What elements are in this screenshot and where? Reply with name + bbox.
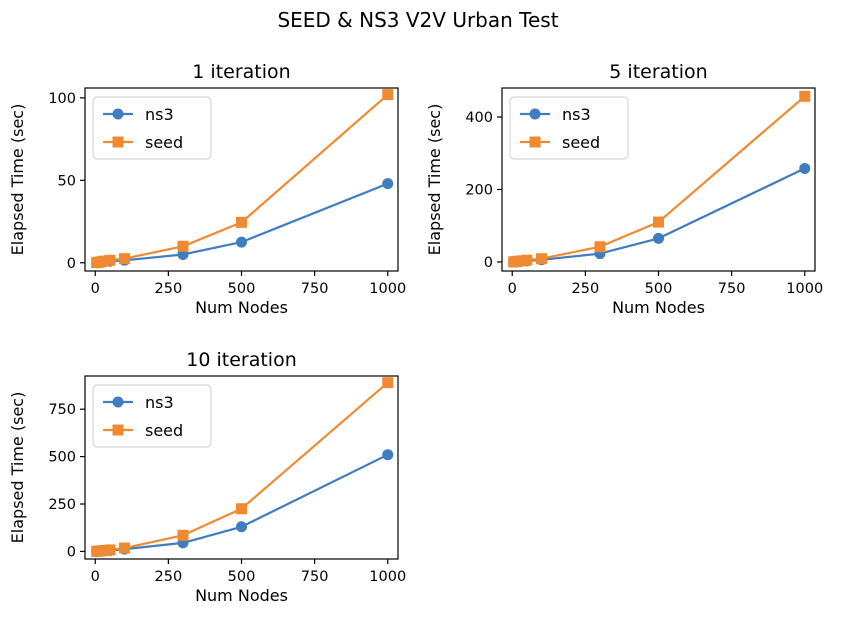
data-point-seed (515, 255, 527, 267)
x-tick-label: 250 (572, 281, 600, 297)
data-point-seed (382, 377, 394, 389)
subplot-3: 10 iteration 0 250 500 750 1000 0 250 500 750 Num … (8, 349, 406, 605)
x-tick-label: 1000 (786, 281, 823, 297)
data-point-seed (118, 253, 130, 265)
series-line-ns3 (96, 453, 389, 553)
y-tick-label: 400 (465, 110, 493, 126)
y-tick-label: 0 (67, 544, 76, 560)
x-tick-label: 0 (508, 281, 517, 297)
legend-label-seed: seed (145, 133, 183, 152)
data-point-ns3 (236, 236, 247, 248)
legend: ns3 seed (92, 96, 212, 160)
data-point-seed (382, 89, 394, 101)
legend-marker-seed (112, 424, 124, 436)
y-axis-label: Elapsed Time (sec) (8, 104, 27, 256)
subplot-title: 5 iteration (609, 61, 707, 83)
y-tick-label: 200 (465, 182, 493, 198)
legend-label-seed: seed (562, 133, 600, 152)
data-point-ns3 (382, 178, 394, 190)
data-point-seed (521, 254, 533, 266)
figure-title: SEED & NS3 V2V Urban Test (277, 8, 558, 32)
data-point-seed (535, 253, 547, 265)
x-tick-label: 250 (155, 281, 183, 297)
x-tick-label: 750 (301, 569, 329, 585)
y-tick-label: 250 (48, 497, 76, 513)
data-point-seed (236, 216, 247, 228)
data-point-seed (799, 90, 811, 102)
y-tick-label: 100 (48, 91, 76, 107)
data-point-seed (653, 216, 664, 228)
y-tick-label: 500 (48, 450, 76, 466)
data-point-seed (594, 241, 606, 253)
subplot-title: 10 iteration (186, 349, 296, 371)
x-tick-label: 0 (91, 281, 100, 297)
legend-marker-ns3 (529, 108, 541, 120)
legend-label-ns3: ns3 (145, 105, 174, 124)
x-tick-label: 250 (155, 569, 183, 585)
legend-marker-seed (112, 136, 124, 148)
legend-label-seed: seed (145, 421, 183, 440)
data-point-seed (177, 240, 189, 252)
y-tick-label: 0 (484, 255, 493, 271)
data-point-seed (104, 254, 116, 266)
x-tick-label: 500 (228, 569, 256, 585)
subplots: 1 iteration 0 250 500 750 1000 0 50 100 Num Nodes… (8, 61, 823, 605)
data-point-ns3 (653, 232, 664, 244)
series-line-ns3 (513, 167, 806, 263)
y-tick-label: 0 (67, 256, 76, 272)
x-tick-label: 0 (91, 569, 100, 585)
x-tick-label: 750 (718, 281, 746, 297)
legend-marker-ns3 (112, 108, 124, 120)
data-point-ns3 (382, 449, 394, 461)
x-tick-label: 750 (301, 281, 329, 297)
x-axis-label: Num Nodes (612, 298, 705, 317)
data-point-seed (236, 503, 247, 515)
y-axis-label: Elapsed Time (sec) (425, 104, 444, 256)
legend-marker-ns3 (112, 396, 124, 408)
x-axis-label: Num Nodes (195, 586, 288, 605)
subplot-1: 1 iteration 0 250 500 750 1000 0 50 100 Num Nodes… (8, 61, 406, 317)
legend-label-ns3: ns3 (145, 393, 174, 412)
y-tick-label: 750 (48, 402, 76, 418)
x-tick-label: 1000 (369, 281, 406, 297)
data-point-seed (98, 544, 110, 556)
x-tick-label: 500 (228, 281, 256, 297)
data-point-ns3 (236, 521, 247, 533)
x-axis-label: Num Nodes (195, 298, 288, 317)
legend-marker-seed (529, 136, 541, 148)
x-tick-label: 1000 (369, 569, 406, 585)
data-point-seed (118, 542, 130, 554)
legend: ns3 seed (509, 96, 629, 160)
subplot-title: 1 iteration (192, 61, 290, 83)
x-tick-label: 500 (645, 281, 673, 297)
data-point-seed (177, 529, 189, 541)
subplot-2: 5 iteration 0 250 500 750 1000 0 200 400 Num Node… (425, 61, 823, 317)
y-axis-label: Elapsed Time (sec) (8, 392, 27, 544)
legend: ns3 seed (92, 384, 212, 448)
legend-label-ns3: ns3 (562, 105, 591, 124)
data-point-seed (104, 544, 116, 556)
data-point-ns3 (799, 162, 811, 174)
y-tick-label: 50 (58, 173, 76, 189)
data-point-seed (98, 255, 110, 267)
